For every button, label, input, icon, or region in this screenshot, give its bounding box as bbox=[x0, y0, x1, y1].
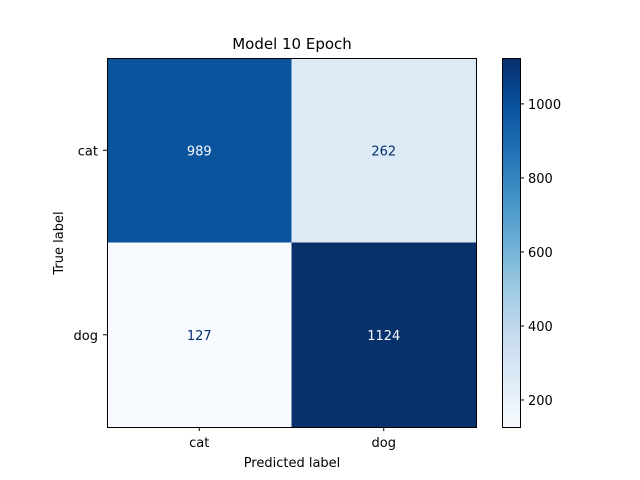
colorbar-tick-label: 600 bbox=[528, 246, 553, 261]
heatmap-cell bbox=[107, 242, 292, 428]
x-axis-ticks: cat dog bbox=[189, 427, 396, 451]
plot-frame bbox=[107, 58, 477, 428]
y-tick-label: dog bbox=[74, 329, 98, 344]
colorbar-frame bbox=[502, 58, 521, 428]
colorbar-tick-label: 800 bbox=[528, 172, 553, 187]
heatmap-cell bbox=[291, 58, 477, 243]
cell-labels: 989 262 127 1124 bbox=[187, 144, 400, 344]
heatmap-cell bbox=[291, 242, 477, 428]
cell-value-label: 262 bbox=[371, 144, 396, 159]
x-tick-label: cat bbox=[189, 436, 209, 451]
heatmap-cell bbox=[107, 58, 292, 243]
cell-value-label: 989 bbox=[187, 144, 212, 159]
y-axis-label: True label bbox=[52, 211, 67, 275]
x-tick-label: dog bbox=[372, 436, 396, 451]
colorbar-tick-label: 200 bbox=[528, 394, 553, 409]
y-tick-label: cat bbox=[78, 144, 98, 159]
x-axis-label: Predicted label bbox=[244, 456, 341, 471]
heatmap-cells bbox=[107, 58, 477, 428]
cell-value-label: 1124 bbox=[367, 329, 400, 344]
colorbar-tick-label: 1000 bbox=[528, 98, 561, 113]
y-axis-ticks: cat dog bbox=[74, 144, 107, 344]
cell-value-label: 127 bbox=[187, 329, 212, 344]
colorbar-ticks: 200 400 600 800 1000 bbox=[520, 98, 561, 409]
colorbar-tick-label: 400 bbox=[528, 320, 553, 335]
colorbar bbox=[502, 58, 520, 427]
chart-title: Model 10 Epoch bbox=[232, 35, 352, 53]
